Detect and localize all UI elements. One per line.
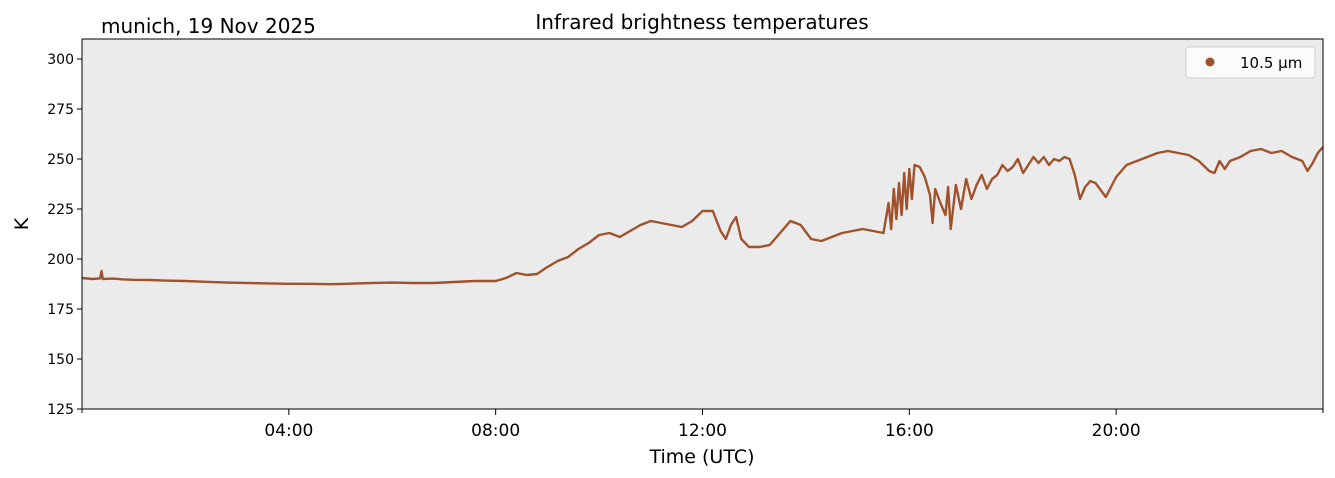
y-axis: 125 150 175 200 225 250 275 300 xyxy=(47,52,82,418)
y-axis-label: K xyxy=(11,217,33,230)
x-tick-label: 12:00 xyxy=(678,421,727,441)
y-tick-label: 150 xyxy=(47,352,74,368)
x-axis: 04:00 08:00 12:00 16:00 20:00 xyxy=(81,409,1324,441)
y-tick-label: 200 xyxy=(47,252,74,268)
y-tick-label: 175 xyxy=(47,302,74,318)
plot-background xyxy=(82,39,1323,409)
y-tick-label: 225 xyxy=(47,202,74,218)
x-tick-label: 04:00 xyxy=(264,421,313,441)
series-line-layer xyxy=(81,146,1324,286)
x-axis-label: Time (UTC) xyxy=(648,446,754,468)
location-date-label: munich, 19 Nov 2025 xyxy=(101,14,316,38)
series-line xyxy=(81,146,1324,286)
y-tick-label: 125 xyxy=(47,402,74,418)
legend-label: 10.5 µm xyxy=(1240,54,1302,72)
x-tick-label: 08:00 xyxy=(471,421,520,441)
y-tick-label: 275 xyxy=(47,102,74,118)
y-tick-label: 300 xyxy=(47,52,74,68)
x-tick-label: 16:00 xyxy=(885,421,934,441)
chart-title: Infrared brightness temperatures xyxy=(535,10,868,34)
legend: 10.5 µm xyxy=(1185,46,1316,79)
y-tick-label: 250 xyxy=(47,152,74,168)
legend-box xyxy=(1185,46,1316,79)
legend-marker xyxy=(1205,57,1215,67)
x-tick-label: 20:00 xyxy=(1092,421,1141,441)
